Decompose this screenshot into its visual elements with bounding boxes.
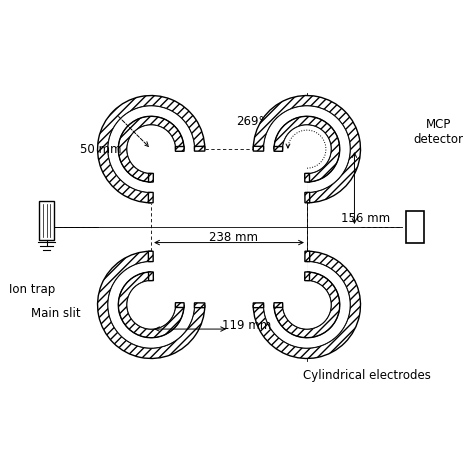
Wedge shape [127, 125, 175, 173]
Polygon shape [305, 251, 310, 262]
Polygon shape [274, 303, 283, 307]
Text: 119 mm: 119 mm [222, 319, 271, 332]
Wedge shape [108, 106, 194, 192]
Wedge shape [283, 281, 331, 329]
Polygon shape [148, 173, 154, 182]
Polygon shape [148, 272, 154, 281]
Bar [406, 212, 424, 242]
Wedge shape [264, 106, 350, 192]
Polygon shape [253, 146, 264, 151]
Wedge shape [98, 251, 205, 359]
Wedge shape [98, 95, 205, 203]
Polygon shape [253, 303, 264, 308]
Wedge shape [98, 95, 205, 203]
Wedge shape [274, 272, 340, 338]
Text: Main slit: Main slit [31, 307, 81, 320]
Wedge shape [264, 262, 350, 348]
Polygon shape [305, 173, 310, 182]
Polygon shape [305, 272, 310, 281]
Text: Ion trap: Ion trap [9, 283, 55, 296]
Polygon shape [148, 251, 153, 262]
Wedge shape [274, 116, 340, 182]
Polygon shape [175, 147, 184, 151]
Bar [39, 201, 55, 240]
Wedge shape [118, 272, 184, 338]
Text: 50 mm: 50 mm [80, 143, 122, 156]
Text: Cylindrical electrodes: Cylindrical electrodes [303, 369, 431, 382]
Text: MCP
detector: MCP detector [413, 118, 464, 146]
Wedge shape [253, 251, 361, 359]
Wedge shape [108, 262, 194, 348]
Wedge shape [127, 281, 175, 329]
Polygon shape [305, 192, 310, 203]
Polygon shape [274, 147, 283, 151]
Wedge shape [98, 251, 205, 359]
Polygon shape [194, 303, 205, 308]
Text: 238 mm: 238 mm [209, 231, 258, 244]
Wedge shape [253, 251, 361, 359]
Wedge shape [253, 95, 361, 203]
Wedge shape [253, 95, 361, 203]
Polygon shape [148, 192, 153, 203]
Text: 156 mm: 156 mm [341, 212, 390, 225]
Text: 269°: 269° [237, 115, 265, 128]
Wedge shape [283, 125, 331, 173]
Wedge shape [118, 116, 184, 182]
Polygon shape [175, 303, 184, 307]
Polygon shape [194, 146, 205, 151]
